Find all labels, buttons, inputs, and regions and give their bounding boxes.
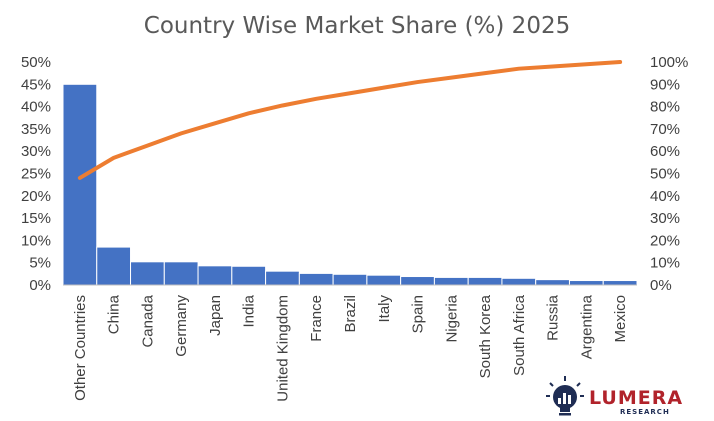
left-tick-label: 20%: [21, 188, 51, 205]
right-tick-label: 80%: [650, 99, 680, 116]
bar: [535, 279, 570, 286]
category-label: Brazil: [342, 295, 359, 333]
logo-subtitle: RESEARCH: [620, 408, 670, 416]
bar: [467, 276, 503, 286]
right-tick-label: 100%: [650, 54, 688, 71]
left-tick-label: 30%: [21, 143, 51, 160]
bar: [130, 261, 165, 286]
right-tick-label: 90%: [650, 76, 680, 93]
category-label: India: [241, 294, 258, 327]
bar: [197, 265, 233, 286]
left-tick-label: 40%: [21, 99, 51, 116]
left-tick-label: 10%: [21, 232, 51, 249]
category-label: Germany: [173, 295, 190, 357]
chart-title: Country Wise Market Share (%) 2025: [144, 13, 570, 39]
bar: [501, 277, 537, 286]
bar: [265, 270, 300, 286]
bar: [96, 246, 132, 286]
category-label: South Africa: [511, 294, 528, 376]
category-label: Russia: [545, 294, 562, 341]
left-tick-label: 5%: [29, 255, 51, 272]
left-tick-label: 15%: [21, 210, 51, 227]
left-axis-ticks: 0% 5% 10% 15% 20% 25% 30% 35% 40% 45% 50%: [21, 54, 51, 294]
bar: [433, 276, 469, 286]
logo-name: LUMERA: [589, 387, 683, 409]
category-labels: Other Countries China Canada Germany Japan In…: [72, 294, 629, 401]
bar: [163, 261, 199, 286]
cumulative-line: [77, 60, 623, 180]
bar: [231, 265, 267, 286]
category-label: Italy: [376, 295, 393, 323]
right-tick-label: 0%: [650, 277, 672, 294]
category-label: United Kingdom: [274, 295, 291, 402]
category-label: China: [106, 294, 123, 334]
right-tick-label: 30%: [650, 210, 680, 227]
category-label: Nigeria: [443, 294, 460, 342]
right-axis-ticks: 0% 10% 20% 30% 40% 50% 60% 70% 80% 90% 100%: [650, 54, 688, 294]
left-tick-label: 50%: [21, 54, 51, 71]
right-tick-label: 70%: [650, 121, 680, 138]
category-label: Argentina: [578, 294, 595, 359]
bar: [62, 83, 98, 286]
lumera-logo: LUMERA RESEARCH: [546, 376, 683, 416]
bar: [602, 280, 638, 286]
bar: [366, 274, 402, 286]
bar: [568, 280, 604, 286]
category-label: Spain: [410, 295, 427, 333]
bar: [298, 272, 334, 286]
lightbulb-chart-icon: [546, 376, 584, 416]
left-tick-label: 35%: [21, 121, 51, 138]
left-tick-label: 25%: [21, 166, 51, 183]
category-label: Mexico: [612, 295, 629, 343]
category-label: France: [308, 295, 325, 342]
bar-series: [62, 83, 638, 286]
right-tick-label: 50%: [650, 166, 680, 183]
bar: [400, 276, 435, 286]
bar: [332, 273, 368, 286]
category-label: Japan: [207, 295, 224, 336]
right-tick-label: 40%: [650, 188, 680, 205]
left-tick-label: 45%: [21, 76, 51, 93]
category-label: Other Countries: [72, 295, 89, 401]
left-tick-label: 0%: [29, 277, 51, 294]
right-tick-label: 20%: [650, 232, 680, 249]
right-tick-label: 60%: [650, 143, 680, 160]
category-label: South Korea: [477, 294, 494, 378]
right-tick-label: 10%: [650, 255, 680, 272]
category-label: Canada: [139, 294, 156, 347]
